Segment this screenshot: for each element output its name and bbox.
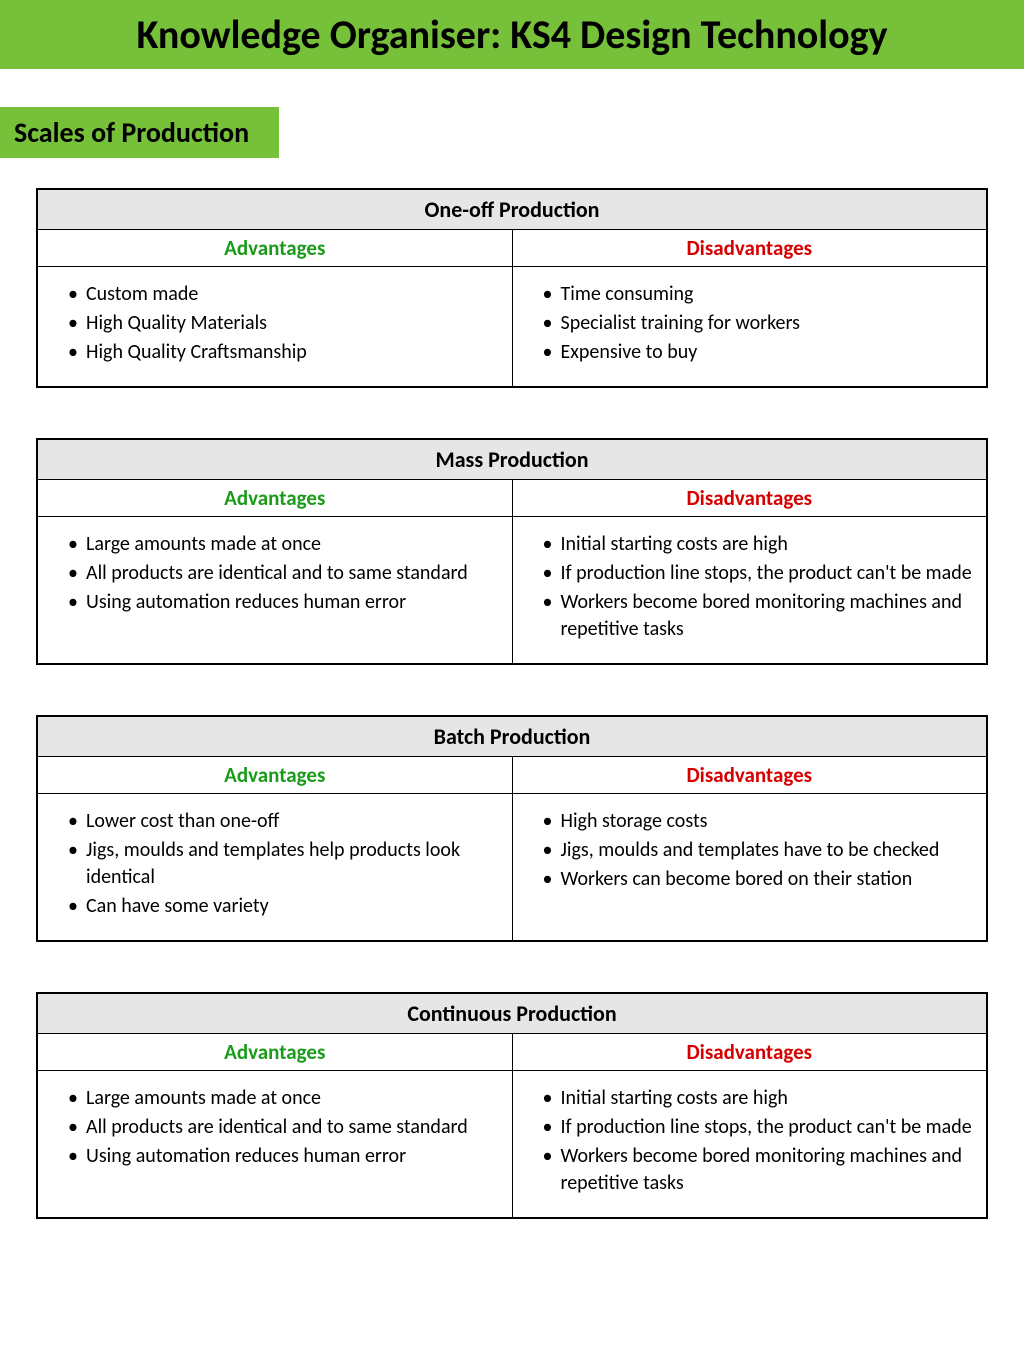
subheader-title: Scales of Production xyxy=(0,107,279,158)
list-item: Can have some variety xyxy=(68,893,502,920)
table-title: Continuous Production xyxy=(37,993,987,1034)
main-header: Knowledge Organiser: KS4 Design Technolo… xyxy=(0,0,1024,69)
table-title: Mass Production xyxy=(37,439,987,480)
disadvantages-header: Disadvantages xyxy=(512,757,987,794)
list-item: If production line stops, the product ca… xyxy=(543,560,977,587)
advantages-cell: Custom madeHigh Quality MaterialsHigh Qu… xyxy=(37,267,512,388)
list-item: Initial starting costs are high xyxy=(543,1085,977,1112)
list-item: All products are identical and to same s… xyxy=(68,1114,502,1141)
table-title: One-off Production xyxy=(37,189,987,230)
subheader-container: Scales of Production xyxy=(0,107,1024,158)
advantages-cell: Lower cost than one-offJigs, moulds and … xyxy=(37,794,512,942)
list-item: Time consuming xyxy=(543,281,977,308)
table-title: Batch Production xyxy=(37,716,987,757)
list-item: Large amounts made at once xyxy=(68,531,502,558)
list-item: Jigs, moulds and templates help products… xyxy=(68,837,502,891)
main-title: Knowledge Organiser: KS4 Design Technolo… xyxy=(0,10,1024,59)
tables-container: One-off ProductionAdvantagesDisadvantage… xyxy=(36,188,988,1219)
disadvantages-header: Disadvantages xyxy=(512,1034,987,1071)
list-item: Workers become bored monitoring machines… xyxy=(543,589,977,643)
list-item: Workers can become bored on their statio… xyxy=(543,866,977,893)
list-item: Using automation reduces human error xyxy=(68,1143,502,1170)
list-item: Workers become bored monitoring machines… xyxy=(543,1143,977,1197)
production-table: One-off ProductionAdvantagesDisadvantage… xyxy=(36,188,988,388)
content-area: One-off ProductionAdvantagesDisadvantage… xyxy=(0,188,1024,1309)
list-item: High storage costs xyxy=(543,808,977,835)
advantages-header: Advantages xyxy=(37,230,512,267)
advantages-cell: Large amounts made at onceAll products a… xyxy=(37,517,512,665)
list-item: If production line stops, the product ca… xyxy=(543,1114,977,1141)
advantages-cell: Large amounts made at onceAll products a… xyxy=(37,1071,512,1219)
production-table: Mass ProductionAdvantagesDisadvantagesLa… xyxy=(36,438,988,665)
list-item: Specialist training for workers xyxy=(543,310,977,337)
list-item: Initial starting costs are high xyxy=(543,531,977,558)
advantages-header: Advantages xyxy=(37,757,512,794)
list-item: Large amounts made at once xyxy=(68,1085,502,1112)
disadvantages-cell: Initial starting costs are highIf produc… xyxy=(512,517,987,665)
advantages-header: Advantages xyxy=(37,480,512,517)
disadvantages-cell: Time consumingSpecialist training for wo… xyxy=(512,267,987,388)
disadvantages-header: Disadvantages xyxy=(512,480,987,517)
disadvantages-cell: High storage costsJigs, moulds and templ… xyxy=(512,794,987,942)
list-item: Lower cost than one-off xyxy=(68,808,502,835)
list-item: High Quality Materials xyxy=(68,310,502,337)
list-item: Jigs, moulds and templates have to be ch… xyxy=(543,837,977,864)
production-table: Batch ProductionAdvantagesDisadvantagesL… xyxy=(36,715,988,942)
list-item: Using automation reduces human error xyxy=(68,589,502,616)
disadvantages-cell: Initial starting costs are highIf produc… xyxy=(512,1071,987,1219)
production-table: Continuous ProductionAdvantagesDisadvant… xyxy=(36,992,988,1219)
advantages-header: Advantages xyxy=(37,1034,512,1071)
list-item: High Quality Craftsmanship xyxy=(68,339,502,366)
disadvantages-header: Disadvantages xyxy=(512,230,987,267)
list-item: Custom made xyxy=(68,281,502,308)
list-item: All products are identical and to same s… xyxy=(68,560,502,587)
list-item: Expensive to buy xyxy=(543,339,977,366)
